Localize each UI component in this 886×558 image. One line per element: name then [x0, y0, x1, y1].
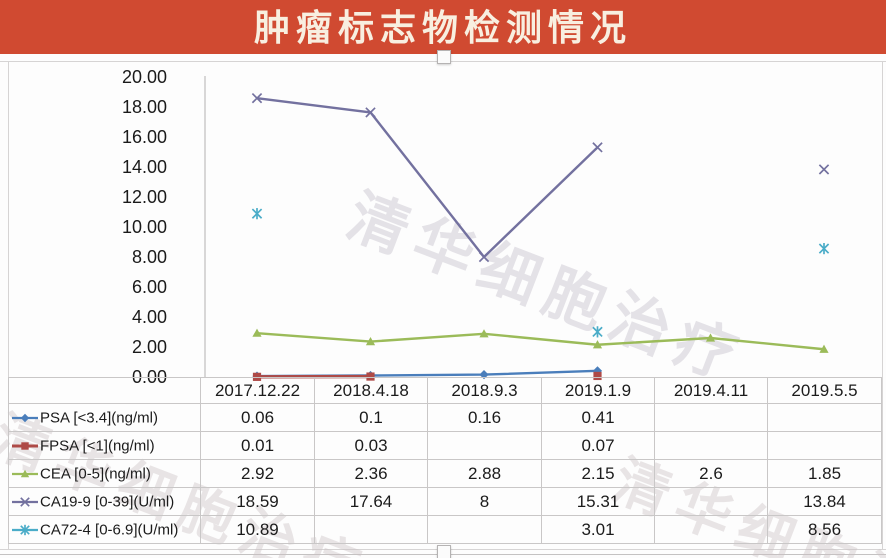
series-label-cell: FPSA [<1](ng/ml) [8, 431, 201, 460]
series-name: CA72-4 [0-6.9](U/ml) [40, 521, 179, 539]
y-tick-label: 4.00 [132, 307, 167, 327]
category-header: 2017.12.22 [200, 377, 315, 404]
series-label-cell: PSA [<3.4](ng/ml) [8, 403, 201, 432]
series-name: FPSA [<1](ng/ml) [40, 437, 155, 455]
value-cell [654, 515, 768, 544]
category-header: 2019.4.11 [654, 377, 768, 404]
value-cell: 8.56 [767, 515, 882, 544]
value-cell: 8 [427, 487, 542, 516]
y-tick-label: 6.00 [132, 277, 167, 297]
table-row: FPSA [<1](ng/ml) 0.01 0.03 0.07 [8, 431, 882, 460]
legend-key-triangle-icon [12, 469, 38, 477]
category-header: 2018.4.18 [314, 377, 428, 404]
selection-handle-bottom[interactable] [437, 545, 451, 558]
chart-data-table[interactable]: 2017.12.22 2018.4.18 2018.9.3 2019.1.9 2019.… [8, 377, 882, 544]
value-cell: 0.16 [427, 403, 542, 432]
value-cell: 0.07 [541, 431, 655, 460]
series-ca19-9 [251, 92, 830, 263]
series-cea [252, 328, 829, 353]
value-cell [314, 515, 428, 544]
value-cell: 0.03 [314, 431, 428, 460]
legend-key-square-icon [12, 442, 38, 450]
value-cell: 0.1 [314, 403, 428, 432]
y-tick-label: 20.00 [122, 67, 167, 87]
series-label-cell: CA72-4 [0-6.9](U/ml) [8, 515, 201, 544]
value-cell: 10.89 [200, 515, 315, 544]
value-cell [767, 403, 882, 432]
table-corner-cell [8, 377, 201, 404]
series-fpsa [252, 371, 602, 381]
category-header-row: 2017.12.22 2018.4.18 2018.9.3 2019.1.9 2019.… [8, 377, 882, 404]
table-row: PSA [<3.4](ng/ml) 0.06 0.1 0.16 0.41 [8, 403, 882, 432]
value-cell: 18.59 [200, 487, 315, 516]
y-tick-label: 12.00 [122, 187, 167, 207]
value-cell [654, 487, 768, 516]
value-cell [427, 515, 542, 544]
value-cell: 2.92 [200, 459, 315, 488]
category-header: 2019.1.9 [541, 377, 655, 404]
series-label-cell: CA19-9 [0-39](U/ml) [8, 487, 201, 516]
value-cell: 0.41 [541, 403, 655, 432]
chart-title: 肿瘤标志物检测情况 [253, 8, 632, 48]
y-tick-label: 10.00 [122, 217, 167, 237]
y-tick-label: 8.00 [132, 247, 167, 267]
series-rows: PSA [<3.4](ng/ml) 0.06 0.1 0.16 0.41 FPSA [<1… [8, 403, 882, 544]
table-row: CA19-9 [0-39](U/ml) 18.59 17.64 8 15.31 13.84 [8, 487, 882, 516]
value-cell [654, 403, 768, 432]
y-tick-label: 16.00 [122, 127, 167, 147]
series-label-cell: CEA [0-5](ng/ml) [8, 459, 201, 488]
series-name: PSA [<3.4](ng/ml) [40, 409, 158, 427]
category-header: 2019.5.5 [767, 377, 882, 404]
value-cell [767, 431, 882, 460]
value-cell [654, 431, 768, 460]
y-tick-label: 14.00 [122, 157, 167, 177]
table-row: CEA [0-5](ng/ml) 2.92 2.36 2.88 2.15 2.6 1.85 [8, 459, 882, 488]
value-cell: 17.64 [314, 487, 428, 516]
value-cell: 3.01 [541, 515, 655, 544]
value-cell: 2.15 [541, 459, 655, 488]
series-ca72-4 [251, 208, 830, 338]
legend-key-asterisk-icon [12, 524, 38, 535]
y-tick-label: 18.00 [122, 97, 167, 117]
value-cell: 13.84 [767, 487, 882, 516]
title-banner: 肿瘤标志物检测情况 [0, 0, 886, 54]
legend-key-diamond-icon [12, 413, 38, 422]
value-cell: 2.6 [654, 459, 768, 488]
value-cell: 0.01 [200, 431, 315, 460]
value-cell: 0.06 [200, 403, 315, 432]
value-cell [427, 431, 542, 460]
table-row: CA72-4 [0-6.9](U/ml) 10.89 3.01 8.56 [8, 515, 882, 544]
y-tick-label: 2.00 [132, 337, 167, 357]
selection-handle-top[interactable] [437, 50, 451, 64]
value-cell: 1.85 [767, 459, 882, 488]
legend-key-x-icon [12, 496, 38, 507]
value-cell: 15.31 [541, 487, 655, 516]
series-name: CEA [0-5](ng/ml) [40, 465, 151, 483]
category-header: 2018.9.3 [427, 377, 542, 404]
series-name: CA19-9 [0-39](U/ml) [40, 493, 175, 511]
value-cell: 2.36 [314, 459, 428, 488]
value-cell: 2.88 [427, 459, 542, 488]
